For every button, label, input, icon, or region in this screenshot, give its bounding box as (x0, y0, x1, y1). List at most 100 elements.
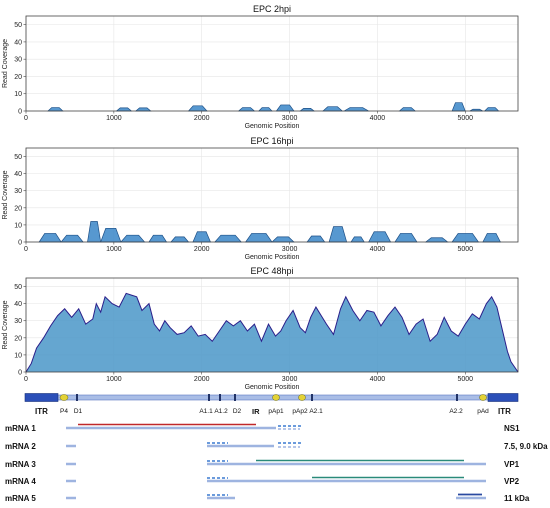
y-tick-label: 10 (14, 222, 22, 229)
mrna-4-product: VP2 (504, 477, 520, 486)
coverage-segment (170, 236, 190, 243)
y-tick-label: 40 (14, 171, 22, 178)
p4-label: P4 (60, 408, 68, 415)
plot-frame (25, 277, 519, 373)
coverage-segment (328, 226, 348, 243)
x-tick-label: 5000 (457, 115, 473, 122)
y-tick-label: 30 (14, 318, 22, 325)
genome-map: ITR ITR P4 D1 A1.1 A1.2 D2 IR pAp1 pAp2 … (24, 393, 519, 416)
y-tick-label: 10 (14, 91, 22, 98)
coverage-segment (275, 104, 295, 112)
mrna-3-product: VP1 (504, 460, 520, 469)
y-axis-label: Read Coverage (2, 300, 9, 349)
plot-frame (25, 147, 519, 243)
coverage-line (25, 292, 519, 373)
panel-title: EPC 16hpi (250, 136, 293, 146)
pap2-marker (298, 394, 306, 401)
site-d1-marker (76, 394, 78, 401)
x-tick-label: 4000 (370, 376, 386, 383)
d1-label: D1 (74, 408, 83, 415)
y-tick-label: 50 (14, 22, 22, 29)
mrna-1-label: mRNA 1 (5, 424, 36, 433)
coverage-segment (394, 233, 418, 243)
coverage-segment (115, 107, 133, 112)
x-axis-label: Genomic Position (245, 254, 300, 261)
a2-2-label: A2.2 (449, 408, 463, 415)
promoter-p4-marker (59, 394, 69, 401)
coverage-segment (451, 233, 480, 243)
y-tick-label: 20 (14, 74, 22, 81)
site-a2-1-marker (311, 394, 313, 401)
x-tick-label: 3000 (282, 376, 298, 383)
coverage-segment (187, 105, 208, 112)
y-tick-label: 10 (14, 352, 22, 359)
site-a1-2-marker (219, 394, 221, 401)
coverage-segment (350, 236, 365, 243)
coverage-segment (120, 234, 146, 243)
coverage-segment (244, 233, 273, 243)
a1-1-label: A1.1 (199, 408, 213, 415)
y-tick-label: 20 (14, 335, 22, 342)
y-tick-label: 50 (14, 284, 22, 291)
x-tick-label: 2000 (194, 246, 210, 253)
mrna-5-product: 11 kDa (504, 494, 530, 503)
d2-label: D2 (233, 408, 242, 415)
x-tick-label: 0 (24, 246, 28, 253)
a2-1-label: A2.1 (309, 408, 323, 415)
y-tick-label: 40 (14, 39, 22, 46)
site-d2-marker (234, 394, 236, 401)
y-tick-label: 30 (14, 57, 22, 64)
mrna-2-product: 7.5, 9.0 kDa (504, 442, 548, 451)
coverage-segment (192, 231, 212, 243)
coverage-panel-3: 0 1000 2000 3000 4000 5000 0 10 20 30 40 50 EPC 48hp… (2, 266, 519, 391)
x-tick-label: 5000 (457, 246, 473, 253)
coverage-segment (306, 235, 326, 243)
mrna-2-label: mRNA 2 (5, 442, 36, 451)
plot-frame (25, 15, 519, 112)
x-tick-label: 3000 (282, 246, 298, 253)
coverage-segment (451, 102, 466, 112)
x-tick-label: 0 (24, 376, 28, 383)
x-tick-label: 3000 (282, 115, 298, 122)
x-axis-label: Genomic Position (245, 384, 300, 391)
x-tick-label: 2000 (194, 376, 210, 383)
x-tick-label: 4000 (370, 246, 386, 253)
coverage-segment (60, 234, 84, 243)
coverage-segment (237, 107, 256, 112)
coverage-segment (87, 221, 102, 243)
x-axis-label: Genomic Position (245, 123, 300, 130)
coverage-segment (258, 107, 273, 112)
coverage-segment (368, 231, 392, 243)
coverage-segment (398, 107, 417, 112)
coverage-panel-2: 0 1000 2000 3000 4000 5000 0 10 20 30 40 50 EPC 16hp… (2, 136, 519, 261)
panel-title: EPC 48hpi (250, 266, 293, 276)
itr-right-label: ITR (498, 407, 511, 416)
coverage-segment (148, 234, 168, 243)
pap1-label: pAp1 (268, 408, 284, 415)
site-a1-1-marker (208, 394, 210, 401)
pad-label: pAd (477, 408, 489, 415)
x-tick-label: 1000 (106, 246, 122, 253)
x-tick-label: 4000 (370, 115, 386, 122)
coverage-segment (342, 107, 370, 112)
x-tick-label: 0 (24, 115, 28, 122)
y-axis-label: Read Coverage (2, 39, 9, 88)
coverage-segment (38, 233, 62, 243)
y-tick-label: 0 (18, 109, 22, 116)
x-tick-label: 1000 (106, 115, 122, 122)
y-tick-label: 20 (14, 205, 22, 212)
y-tick-label: 50 (14, 154, 22, 161)
coverage-segment (271, 236, 295, 243)
y-axis-label: Read Coverage (2, 170, 9, 219)
site-a2-2-marker (456, 394, 458, 401)
coverage-segment (322, 106, 344, 112)
transcript-map: mRNA 1 mRNA 2 mRNA 3 mRNA 4 mRNA 5 NS1 7… (5, 423, 548, 503)
itr-left-label: ITR (35, 407, 48, 416)
pap1-marker (272, 394, 280, 401)
itr-left-block (24, 393, 59, 402)
coverage-segment (482, 233, 502, 243)
panel-title: EPC 2hpi (253, 4, 291, 14)
mrna-1-product: NS1 (504, 424, 520, 433)
coverage-segment (483, 107, 500, 112)
